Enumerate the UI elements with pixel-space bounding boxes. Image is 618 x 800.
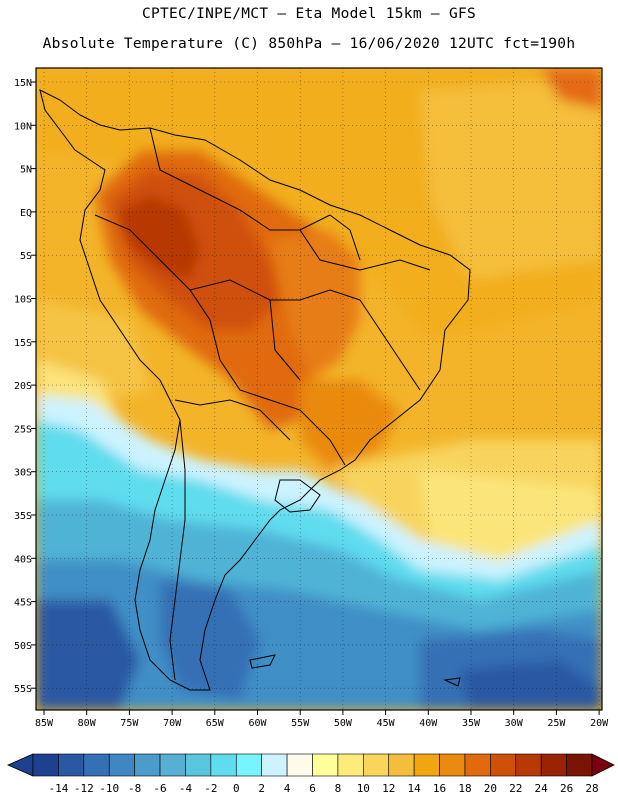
colorbar-cell [185,753,212,777]
lat-label: 50S [14,641,32,652]
colorbar-label: 20 [484,782,497,795]
lat-label: 10S [14,295,32,306]
colorbar-labels: -14 -12 -10 -8 -6 -4 -2 0 2 4 6 8 10 12 14 16 18 20 22 24 26… [48,782,598,795]
colorbar-under-arrow [7,753,34,777]
colorbar-cell [515,753,542,777]
colorbar-cell [312,753,339,777]
lon-label: 25W [547,718,566,729]
temperature-field [36,68,602,710]
colorbar-label: -6 [153,782,166,795]
lon-label: 20W [590,718,609,729]
colorbar-label: -10 [99,782,119,795]
colorbar-cell [32,753,59,777]
colorbar-label: 24 [535,782,549,795]
colorbar-label: 6 [309,782,316,795]
lat-label: 5S [20,251,32,262]
longitude-labels: 85W 80W 75W 70W 65W 60W 55W 50W 45W 40W 35W 30W 25W 2… [35,710,609,729]
colorbar-cells [7,753,615,777]
lat-label: 55S [14,684,32,695]
colorbar-label: -4 [179,782,193,795]
lat-label: 15S [14,338,32,349]
colorbar-label: 28 [585,782,598,795]
lat-label: EQ [20,208,32,219]
lon-label: 75W [120,718,139,729]
lat-label: 5N [20,165,32,176]
colorbar-cell [439,753,466,777]
colorbar-label: 16 [433,782,446,795]
colorbar-label: 10 [357,782,370,795]
lon-label: 80W [78,718,97,729]
colorbar-cell [413,753,440,777]
lat-label: 40S [14,554,32,565]
lat-label: 35S [14,511,32,522]
colorbar-label: 4 [284,782,291,795]
lon-label: 45W [377,718,396,729]
map-frame [35,67,603,711]
colorbar-cell [159,753,186,777]
temperature-map: 15N 10N 5N EQ 5S 10S 15S 20S 25S 30S 35S 40S 45S 50S 5… [14,67,609,729]
lat-label: 10N [14,121,32,132]
colorbar-label: -12 [74,782,94,795]
colorbar-cell [286,753,313,777]
title-line-1: CPTEC/INPE/MCT – Eta Model 15km – GFS [141,6,477,22]
colorbar: -14 -12 -10 -8 -6 -4 -2 0 2 4 6 8 10 12 14 16 18 20 22 24 26… [7,753,615,795]
colorbar-label: 26 [560,782,573,795]
colorbar-label: -2 [204,782,217,795]
colorbar-cell [388,753,415,777]
title-line-2: Absolute Temperature (C) 850hPa – 16/06/… [42,36,576,52]
latitude-labels: 15N 10N 5N EQ 5S 10S 15S 20S 25S 30S 35S 40S 45S 50S 5… [14,78,36,695]
lat-label: 25S [14,424,32,435]
colorbar-label: 12 [382,782,395,795]
colorbar-cell [337,753,364,777]
colorbar-label: 14 [408,782,422,795]
lon-label: 65W [206,718,225,729]
colorbar-label: 0 [233,782,240,795]
colorbar-over-arrow [591,753,615,777]
lon-label: 50W [334,718,353,729]
lat-label: 20S [14,381,32,392]
lon-label: 40W [419,718,438,729]
colorbar-label: 2 [258,782,265,795]
colorbar-cell [363,753,390,777]
colorbar-cell [261,753,288,777]
colorbar-label: -8 [128,782,141,795]
colorbar-cell [108,753,135,777]
colorbar-cell [235,753,262,777]
colorbar-label: 18 [458,782,471,795]
lon-label: 55W [291,718,310,729]
colorbar-cell [83,753,110,777]
colorbar-cell [464,753,491,777]
lat-label: 45S [14,598,32,609]
colorbar-cell [540,753,567,777]
colorbar-label: 22 [509,782,522,795]
colorbar-cell [134,753,161,777]
colorbar-cell [566,753,593,777]
lat-label: 15N [14,78,32,89]
colorbar-label: 8 [335,782,342,795]
lon-label: 30W [505,718,524,729]
lat-label: 30S [14,468,32,479]
lon-label: 35W [462,718,481,729]
lon-label: 85W [35,718,54,729]
colorbar-cell [490,753,517,777]
colorbar-label: -14 [48,782,68,795]
lon-label: 70W [163,718,182,729]
lon-label: 60W [248,718,267,729]
colorbar-cell [58,753,85,777]
colorbar-cell [210,753,237,777]
